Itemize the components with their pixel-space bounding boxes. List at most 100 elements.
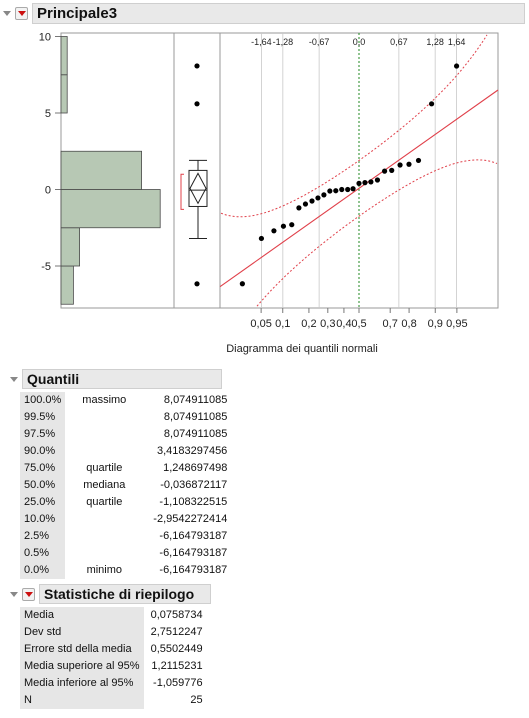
top-tick-label: 1,64 (448, 37, 466, 47)
summary-value: 1,2115231 (151, 660, 203, 672)
top-tick-label: -0,67 (309, 37, 330, 47)
quantile-label: mediana (83, 479, 126, 491)
quantile-label: quartile (86, 462, 123, 474)
quantile-point (280, 223, 287, 229)
quantiles-table: 100.0% massimo 8,074911085 99.5% 8,074911085… (20, 392, 231, 579)
quantile-point (428, 101, 435, 107)
summary-row: Errore std della media 0,5502449 (20, 641, 207, 658)
quantile-row: 100.0% massimo 8,074911085 (20, 392, 231, 409)
quantile-row: 97.5% 8,074911085 (20, 426, 231, 443)
quantile-point (389, 167, 395, 173)
summary-label: Media (20, 607, 144, 624)
summary-row: Dev std 2,7512247 (20, 624, 207, 641)
quantile-percent: 99.5% (20, 409, 66, 426)
summary-label: Errore std della media (20, 641, 144, 658)
summary-row: Media inferiore al 95% -1,059776 (20, 675, 207, 692)
bottom-tick-label: 0,2 (301, 318, 316, 330)
quantile-percent: 0.0% (20, 562, 66, 579)
quantile-point (327, 188, 333, 194)
quantile-point (296, 205, 302, 211)
y-tick-label: 0 (45, 185, 51, 197)
confidence-band (220, 34, 488, 218)
quantile-value: -6,164793187 (159, 547, 228, 559)
quantile-row: 10.0% -2,9542272414 (20, 511, 231, 528)
quantile-label (65, 511, 143, 528)
quantile-row: 99.5% 8,074911085 (20, 409, 231, 426)
quantile-row: 0.0% minimo -6,164793187 (20, 562, 231, 579)
quantile-point (309, 198, 315, 204)
histogram-bar (60, 265, 74, 305)
quantile-point (453, 63, 460, 69)
top-tick-label: 0,67 (390, 37, 408, 47)
outlier-point (194, 281, 200, 287)
quantile-label (65, 426, 143, 443)
red-triangle-menu-button[interactable] (22, 587, 35, 601)
red-triangle-icon (17, 11, 26, 16)
report-title: Principale3 (32, 3, 525, 24)
quantile-points (239, 63, 460, 287)
quantile-label (65, 545, 143, 562)
quantile-point (302, 201, 309, 207)
bottom-tick-label: 0,9 (428, 318, 443, 330)
bottom-tick-label: 0,5 (351, 318, 366, 330)
quantile-value: 8,074911085 (163, 411, 228, 423)
quantile-value: -0,036872117 (160, 479, 228, 491)
collapse-icon[interactable] (3, 11, 11, 16)
quantile-row: 0.5% -6,164793187 (20, 545, 231, 562)
quantile-row: 50.0% mediana -0,036872117 (20, 477, 231, 494)
quantile-value: 8,074911085 (163, 428, 228, 440)
summary-title: Statistiche di riepilogo (39, 584, 211, 604)
summary-header[interactable]: Statistiche di riepilogo (10, 584, 211, 604)
quantile-point (271, 228, 277, 234)
quantile-row: 90.0% 3,4183297456 (20, 443, 231, 460)
y-axis: 10 5 0 -5 (39, 32, 61, 273)
quantile-percent: 2.5% (20, 528, 66, 545)
quantile-percent: 100.0% (20, 392, 66, 409)
bottom-tick-label: 0,05 (250, 318, 271, 330)
quantile-label (65, 443, 143, 460)
quantile-value: -2,9542272414 (153, 513, 228, 525)
top-tick-label: -1,28 (273, 37, 294, 47)
bottom-tick-label: 0,8 (401, 318, 416, 330)
confidence-bands (219, 34, 499, 307)
mean-diamond (189, 172, 207, 205)
bottom-tick-label: 0,95 (446, 318, 467, 330)
quantile-percent: 0.5% (20, 545, 66, 562)
quantile-row: 2.5% -6,164793187 (20, 528, 231, 545)
box (188, 169, 208, 207)
main-header: Principale3 (3, 3, 525, 24)
bottom-axis-labels: 0,05 0,1 0,2 0,3 0,4 0,5 0,7 0,8 0,9 0,95 (250, 308, 468, 330)
quantile-row: 75.0% quartile 1,248697498 (20, 460, 231, 477)
boxplot (180, 63, 208, 287)
summary-label: Dev std (20, 624, 144, 641)
quantile-row: 25.0% quartile -1,108322515 (20, 494, 231, 511)
top-axis-labels: -1,64 -1,28 -0,67 0,0 0,67 1,28 1,64 (251, 37, 465, 47)
normal-fit-line (219, 89, 499, 288)
quantile-grid (261, 33, 457, 308)
quantile-percent: 25.0% (20, 494, 66, 511)
y-tick-label: 10 (39, 32, 51, 44)
bottom-tick-label: 0,4 (336, 318, 351, 330)
summary-label: Media superiore al 95% (20, 658, 144, 675)
distribution-chart: 10 5 0 -5 -1,64 -1,28 -0,67 0,0 0,67 1,28 1,64 0,… (39, 32, 499, 355)
top-tick-label: -1,64 (251, 37, 272, 47)
histogram-bars (60, 36, 161, 305)
summary-value: 2,7512247 (150, 626, 203, 638)
quantile-point (315, 195, 321, 201)
collapse-icon[interactable] (10, 591, 18, 597)
quantiles-header[interactable]: Quantili (10, 369, 222, 389)
outlier-point (194, 101, 200, 107)
quantile-point (333, 188, 339, 194)
quantile-value: 3,4183297456 (156, 445, 228, 457)
quantile-percent: 90.0% (20, 443, 66, 460)
collapse-icon[interactable] (10, 376, 18, 382)
histogram-bar (60, 74, 68, 114)
quantile-point (381, 168, 388, 174)
quantile-value: -6,164793187 (159, 564, 228, 576)
quantile-point (258, 235, 265, 242)
quantile-point (356, 180, 362, 186)
summary-label: Media inferiore al 95% (20, 675, 144, 692)
confidence-band (256, 159, 498, 307)
red-triangle-menu-button[interactable] (15, 7, 28, 20)
quantile-point (406, 161, 412, 167)
